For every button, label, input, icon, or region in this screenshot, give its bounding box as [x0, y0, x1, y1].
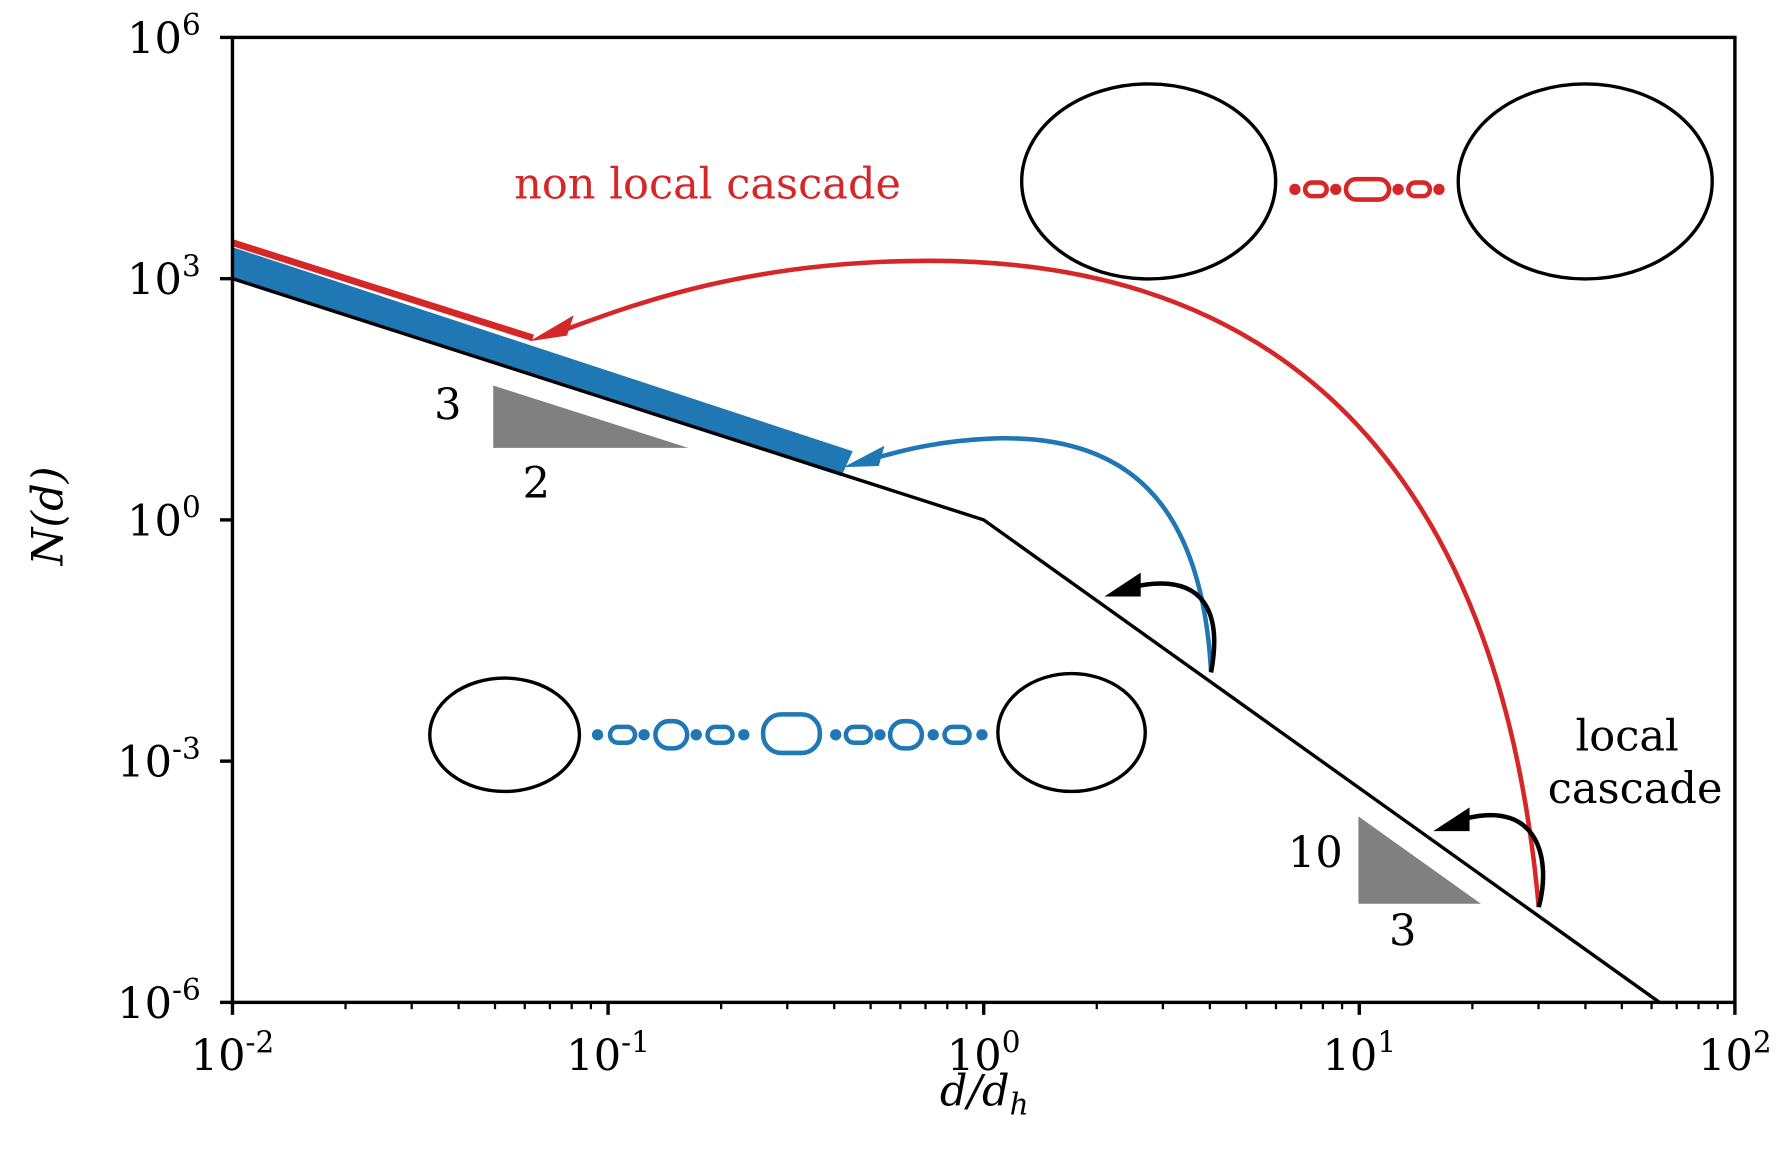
y-tick-label: 106: [127, 8, 201, 64]
droplet: [887, 718, 925, 751]
droplet: [830, 729, 842, 741]
droplet: [591, 729, 604, 741]
drop: [1019, 82, 1278, 281]
local-arrow: [1135, 581, 1217, 673]
y-tick-label: 10-6: [117, 973, 201, 1029]
drop: [1456, 82, 1714, 281]
droplet: [1343, 176, 1392, 202]
red-band: [231, 239, 534, 342]
droplet: [1406, 180, 1433, 199]
droplet: [705, 724, 735, 745]
x-tick-label: 101: [1323, 1025, 1397, 1081]
annotation: non local cascade: [514, 159, 901, 209]
blue-filament: [591, 712, 988, 756]
y-axis-label: N(d): [23, 466, 73, 566]
droplet: [976, 729, 988, 741]
slope-label: 10: [1288, 828, 1343, 878]
droplet: [874, 729, 886, 741]
y-tick-label: 103: [127, 249, 201, 305]
blue-arrow: [874, 436, 1214, 672]
drop: [996, 671, 1147, 794]
droplet: [760, 712, 823, 756]
annotation: local: [1576, 712, 1679, 762]
droplet: [653, 718, 690, 751]
droplet: [1330, 183, 1342, 196]
local-arrowhead: [1104, 572, 1141, 597]
red-filament: [1289, 176, 1445, 202]
blue-band: [232, 247, 853, 477]
droplet: [638, 729, 650, 741]
x-tick-label: 10-2: [191, 1025, 275, 1081]
slope-label: 3: [434, 381, 461, 431]
slope-triangle: [493, 385, 689, 448]
droplet: [1302, 180, 1329, 199]
droplet: [1289, 183, 1301, 196]
annotation: cascade: [1548, 764, 1723, 814]
droplet: [927, 729, 939, 741]
local-arrowhead: [1433, 807, 1470, 832]
red-arrow: [560, 258, 1541, 908]
droplet: [690, 729, 702, 741]
droplet: [942, 724, 972, 745]
slope-label: 2: [523, 459, 550, 509]
slope-label: 3: [1389, 907, 1416, 957]
drop: [428, 676, 582, 794]
droplet: [1392, 183, 1404, 196]
droplet: [738, 729, 750, 741]
droplet: [843, 724, 874, 745]
x-tick-label: 10-1: [566, 1025, 650, 1081]
y-tick-label: 10-3: [117, 732, 201, 788]
local-arrow: [1464, 812, 1546, 908]
droplet: [1433, 183, 1445, 196]
red-arrowhead: [529, 315, 574, 342]
y-tick-label: 100: [127, 491, 201, 547]
drops: [428, 82, 1714, 794]
x-tick-label: 102: [1698, 1025, 1772, 1081]
droplet: [607, 724, 638, 745]
data-line: [231, 277, 1661, 1004]
